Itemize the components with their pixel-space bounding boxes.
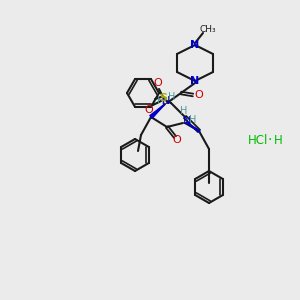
Text: O: O <box>154 78 162 88</box>
Polygon shape <box>150 104 165 118</box>
Text: ·: · <box>268 133 272 147</box>
Polygon shape <box>186 122 200 133</box>
Text: H: H <box>274 134 282 146</box>
Text: O: O <box>195 90 203 100</box>
Text: N: N <box>190 76 200 86</box>
Text: N: N <box>190 40 200 50</box>
Text: HCl: HCl <box>248 134 268 146</box>
Text: H: H <box>157 96 165 106</box>
Text: CH₃: CH₃ <box>200 25 216 34</box>
Text: N: N <box>183 116 191 126</box>
Text: S: S <box>159 93 167 103</box>
Text: H: H <box>180 106 188 116</box>
Text: H: H <box>189 115 197 125</box>
Text: H: H <box>168 92 176 102</box>
Text: O: O <box>172 135 182 145</box>
Text: N: N <box>162 96 170 106</box>
Text: O: O <box>145 105 153 115</box>
